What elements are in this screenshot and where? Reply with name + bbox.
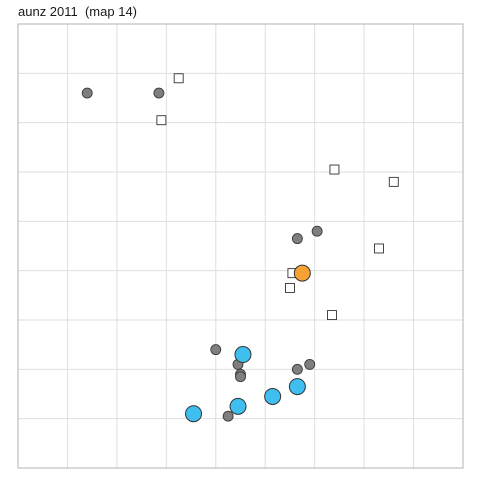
point-square — [173, 73, 184, 84]
point-blue — [185, 405, 203, 423]
point-square — [329, 164, 340, 175]
point-square — [327, 310, 337, 321]
point-blue — [229, 397, 247, 415]
point-blue — [234, 346, 252, 364]
point-square — [388, 176, 399, 187]
chart-title: aunz 2011 (map 14) — [18, 4, 137, 19]
point-square — [284, 282, 295, 293]
point-small — [291, 233, 303, 245]
point-orange — [293, 264, 311, 282]
point-small — [291, 363, 303, 375]
point-blue — [264, 387, 282, 405]
point-blue — [288, 378, 306, 396]
point-small — [304, 358, 316, 370]
point-small — [222, 410, 234, 422]
point-small — [311, 225, 323, 237]
point-small — [153, 87, 165, 99]
plot-border — [17, 23, 464, 469]
point-square — [373, 243, 384, 254]
point-small — [210, 344, 222, 356]
point-small — [81, 87, 93, 99]
plot-panel — [18, 24, 463, 468]
point-square — [156, 115, 167, 126]
point-small — [235, 371, 246, 383]
